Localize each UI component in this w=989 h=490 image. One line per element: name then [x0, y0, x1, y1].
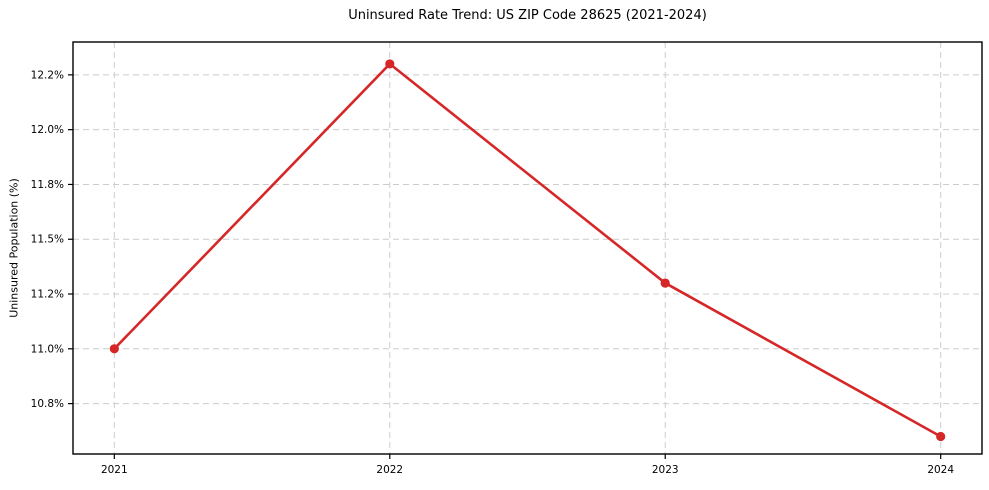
- x-tick-label: 2021: [101, 464, 128, 476]
- y-tick-label: 11.8%: [31, 179, 64, 191]
- trend-line: [113, 62, 942, 438]
- data-point-2022: [385, 59, 395, 69]
- chart-title: Uninsured Rate Trend: US ZIP Code 28625 …: [348, 8, 707, 23]
- y-tick-label: 11.5%: [31, 234, 64, 246]
- data-point-2021: [109, 344, 119, 354]
- y-tick-label: 10.8%: [31, 398, 64, 410]
- y-tick-label: 12.2%: [31, 69, 64, 81]
- x-tick-label: 2023: [652, 464, 679, 476]
- y-tick-label: 11.2%: [31, 289, 64, 301]
- data-point-2024: [936, 431, 946, 442]
- y-tick-label: 12.0%: [31, 124, 64, 136]
- data-point-2023: [660, 278, 670, 288]
- x-tick-label: 2024: [927, 464, 954, 476]
- y-tick-label: 11.0%: [31, 343, 64, 355]
- plot-frame: [72, 41, 983, 455]
- x-tick-label: 2022: [376, 464, 403, 476]
